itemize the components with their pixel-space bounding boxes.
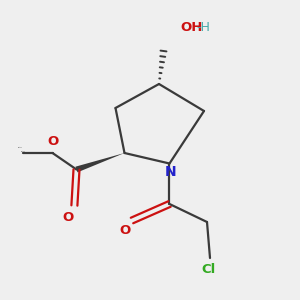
Text: Cl: Cl bbox=[201, 263, 216, 276]
Text: -H: -H bbox=[196, 21, 210, 34]
Text: N: N bbox=[165, 165, 177, 179]
Text: methyl: methyl bbox=[21, 151, 26, 152]
Text: O: O bbox=[63, 211, 74, 224]
Text: methyl: methyl bbox=[18, 147, 23, 148]
Text: O: O bbox=[119, 224, 130, 237]
Text: O: O bbox=[47, 135, 58, 148]
Text: OH: OH bbox=[180, 21, 203, 34]
Polygon shape bbox=[76, 153, 124, 172]
